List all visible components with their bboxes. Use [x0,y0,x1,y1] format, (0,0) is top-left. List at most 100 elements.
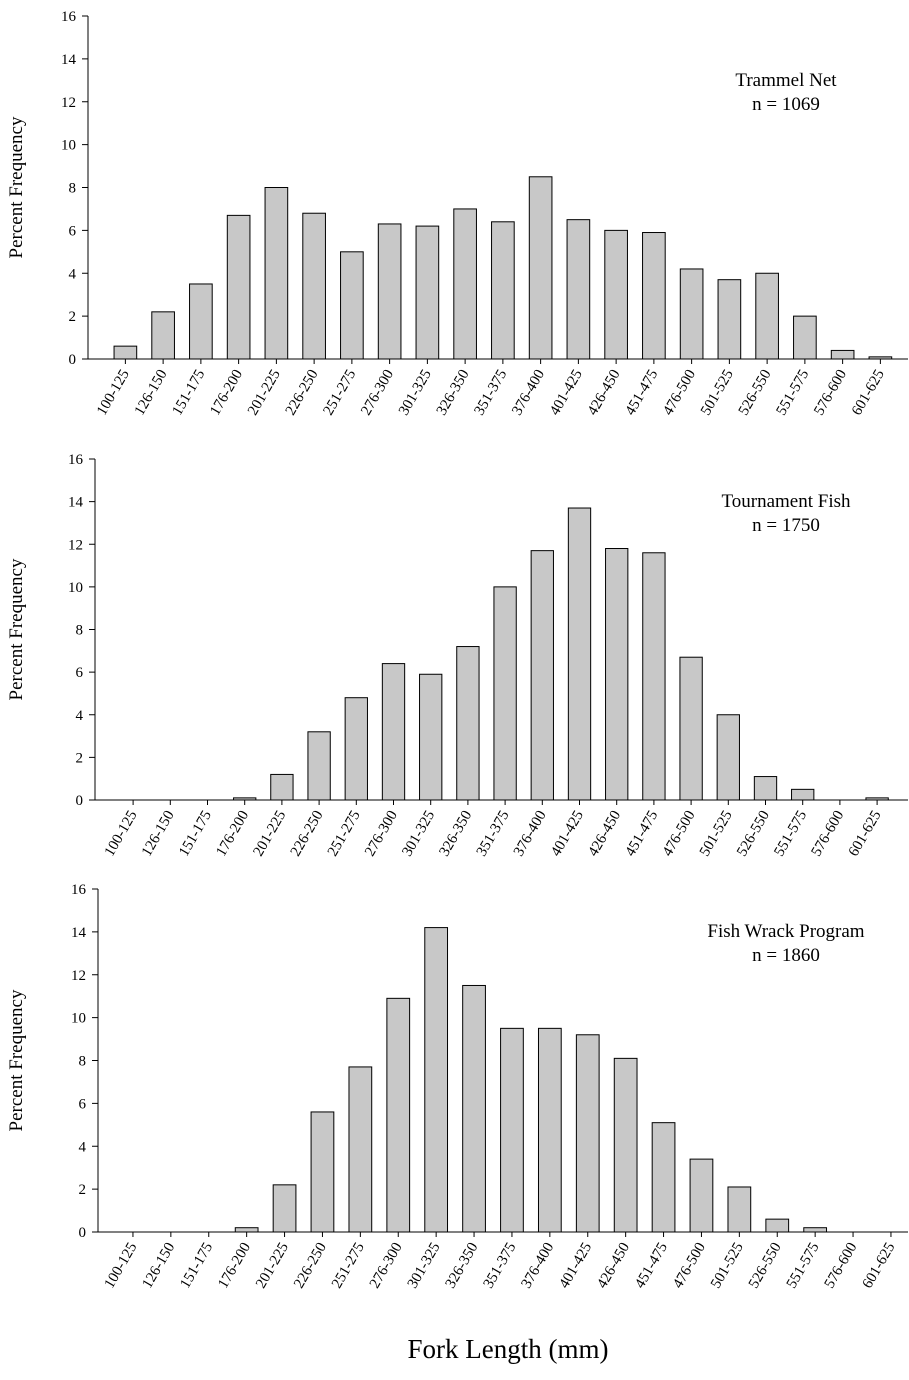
y-tick-label: 4 [69,266,77,282]
x-tick-label: 426-450 [585,367,624,418]
bar [491,221,515,360]
annotation: n = 1069 [752,94,820,115]
x-tick-label: 601-625 [849,367,888,418]
x-tick-label: 551-575 [771,808,810,859]
x-tick-label: 351-375 [481,1240,520,1291]
y-tick-label: 2 [76,750,84,766]
x-tick-label: 401-425 [547,367,586,418]
x-tick-label: 601-625 [860,1240,899,1291]
y-tick-label: 12 [71,968,86,984]
x-tick-label: 351-375 [474,808,513,859]
bar [679,268,704,360]
x-tick-label: 301-325 [405,1240,444,1291]
bar [642,552,666,801]
bar [651,1122,676,1233]
y-tick-label: 8 [76,623,84,639]
bar [272,1184,297,1233]
x-tick-label: 501-525 [708,1240,747,1291]
bar [727,1186,752,1233]
bar [755,272,779,360]
bar [307,731,331,801]
y-tick-label: 4 [76,708,84,724]
x-tick-label: 151-175 [169,367,208,418]
bar [791,788,815,801]
x-tick-label: 276-300 [362,808,401,859]
annotation: Fish Wrack Program [707,921,864,942]
x-tick-label: 226-250 [288,808,327,859]
bar [462,984,486,1233]
y-tick-label: 14 [71,925,87,941]
y-tick-label: 2 [79,1182,87,1198]
x-tick-label: 301-325 [396,367,435,418]
bar [348,1066,373,1233]
x-tick-label: 226-250 [291,1240,330,1291]
bar [793,315,817,360]
bar [830,349,855,360]
y-tick-label: 10 [68,580,83,596]
x-tick-label: 326-350 [434,367,473,418]
y-tick-label: 16 [68,452,84,468]
bar [344,697,368,801]
x-tick-label: 576-600 [822,1240,861,1291]
annotation: n = 1750 [752,515,820,536]
x-tick-label: 126-150 [132,367,171,418]
y-tick-label: 16 [61,9,77,25]
bar [234,1227,259,1233]
x-tick-label: 501-525 [697,808,736,859]
x-tick-label: 276-300 [358,367,397,418]
bar [419,673,443,801]
y-tick-label: 6 [79,1096,87,1112]
bar [386,997,411,1233]
x-tick-label: 576-600 [809,808,848,859]
y-tick-label: 14 [68,495,84,511]
bar [753,776,778,801]
y-tick-label: 6 [69,223,77,239]
x-axis-label: Fork Length (mm) [408,1334,609,1364]
x-tick-label: 226-250 [283,367,322,418]
bar [310,1111,335,1233]
bar [226,214,251,360]
x-tick-label: 251-275 [325,808,364,859]
x-tick-label: 201-225 [245,367,284,418]
y-tick-label: 10 [61,138,76,154]
x-tick-label: 601-625 [846,808,885,859]
y-tick-label: 0 [69,352,77,368]
x-tick-label: 100-125 [94,367,133,418]
x-tick-label: 126-150 [139,808,178,859]
y-tick-label: 16 [71,882,87,898]
x-tick-label: 451-475 [622,367,661,418]
bar [530,550,554,801]
y-tick-label: 6 [76,665,84,681]
x-tick-label: 251-275 [320,367,359,418]
y-tick-label: 14 [61,52,77,68]
bar [453,208,477,360]
bar [566,219,591,360]
bar [613,1057,638,1233]
x-tick-label: 376-400 [509,367,548,418]
bar [679,656,703,801]
y-axis-label: Percent Frequency [6,116,27,258]
y-tick-label: 0 [79,1225,87,1241]
y-tick-label: 12 [61,95,76,111]
annotation: Tournament Fish [721,491,851,512]
bar [717,279,742,360]
bar [270,773,294,801]
x-tick-label: 276-300 [367,1240,406,1291]
bar [689,1158,714,1233]
x-tick-label: 100-125 [102,1240,141,1291]
x-tick-label: 376-400 [518,1240,557,1291]
x-tick-label: 476-500 [660,367,699,418]
bar [575,1034,600,1233]
bar [302,212,326,360]
x-tick-label: 401-425 [556,1240,595,1291]
x-tick-label: 551-575 [773,367,812,418]
x-tick-label: 100-125 [102,808,141,859]
y-tick-label: 12 [68,537,83,553]
bar [537,1027,562,1233]
x-tick-label: 401-425 [548,808,587,859]
bar [151,311,175,360]
x-tick-label: 426-450 [594,1240,633,1291]
bar [377,223,402,360]
bar [493,586,517,801]
x-tick-label: 351-375 [471,367,510,418]
